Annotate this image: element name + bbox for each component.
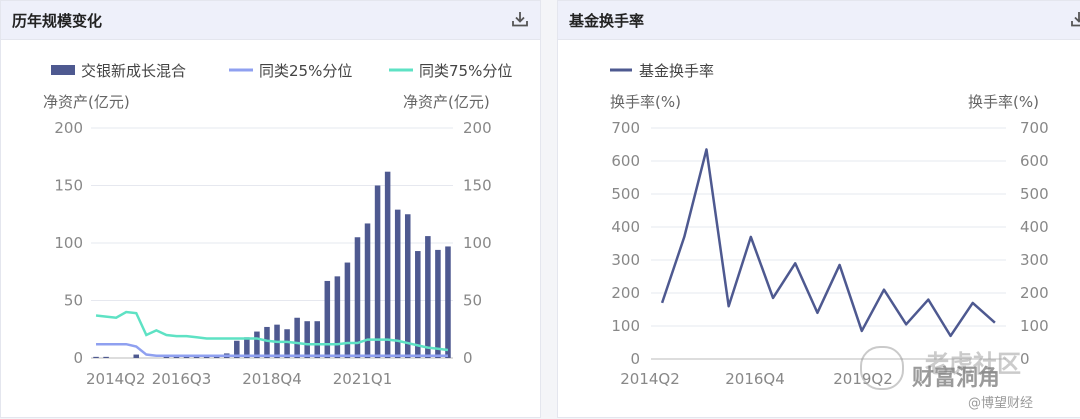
- bar: [425, 236, 431, 358]
- y-tick-left: 400: [611, 218, 640, 236]
- y-tick-right: 400: [1020, 218, 1049, 236]
- y-tick-left: 300: [611, 251, 640, 269]
- right-panel-header: 基金换手率: [558, 1, 1080, 40]
- x-tick: 2014Q2: [620, 370, 680, 388]
- y-tick-left: 50: [64, 292, 83, 310]
- bar: [163, 356, 170, 358]
- y-axis-name-right: 净资产(亿元): [403, 93, 490, 111]
- p25-line: [96, 342, 448, 357]
- right-panel-title: 基金换手率: [569, 12, 645, 30]
- legend-swatch-0: [51, 65, 75, 75]
- y-tick-right: 0: [463, 349, 473, 367]
- bar: [354, 237, 361, 358]
- y-tick-left: 150: [54, 177, 83, 195]
- x-tick: 2016Q3: [152, 370, 212, 388]
- x-tick: 2021Q1: [333, 370, 393, 388]
- bar: [435, 249, 441, 358]
- left-chart-panel: 历年规模变化 交银新成长混合 同类25%分位 同类75%分位净资产(亿元) 净资产(亿…: [0, 0, 541, 418]
- bar: [324, 280, 331, 358]
- y-axis-name-left: 换手率(%): [610, 93, 681, 111]
- y-tick-right: 50: [463, 292, 482, 310]
- turnover-line: [660, 148, 996, 338]
- legend-label-2: 同类75%分位: [419, 62, 512, 80]
- bar: [254, 331, 260, 358]
- bar: [364, 223, 371, 358]
- legend-label-1: 同类25%分位: [259, 62, 352, 80]
- y-tick-right: 200: [1020, 284, 1049, 302]
- y-tick-left: 600: [611, 152, 640, 170]
- bar: [344, 262, 351, 358]
- bar: [244, 337, 250, 358]
- left-panel-header: 历年规模变化: [1, 1, 540, 40]
- y-axis-name-left: 净资产(亿元): [43, 93, 130, 111]
- p75-line: [95, 310, 449, 352]
- bar: [133, 354, 140, 358]
- y-tick-right: 600: [1020, 152, 1049, 170]
- bar: [304, 321, 310, 358]
- y-tick-right: 100: [1020, 317, 1049, 335]
- bar: [415, 251, 421, 358]
- y-tick-right: 300: [1020, 251, 1049, 269]
- bar: [384, 171, 391, 358]
- bar: [334, 276, 341, 358]
- y-tick-right: 0: [1020, 350, 1030, 368]
- y-tick-left: 200: [611, 284, 640, 302]
- wechat-icon: [860, 346, 904, 390]
- y-tick-left: 200: [54, 119, 83, 137]
- y-tick-left: 100: [611, 317, 640, 335]
- watermark-line1: 老虎社区: [925, 350, 1021, 378]
- y-axis-name-right: 换手率(%): [968, 93, 1039, 111]
- download-icon[interactable]: [511, 10, 529, 28]
- watermark-line2: 财富洞角: [912, 366, 1001, 391]
- legend-label-0: 交银新成长混合: [81, 62, 186, 80]
- legend-label: 基金换手率: [639, 62, 714, 80]
- bar: [374, 185, 381, 358]
- bar: [264, 326, 270, 358]
- y-tick-right: 150: [463, 177, 492, 195]
- y-tick-left: 700: [611, 119, 640, 137]
- bar: [445, 246, 451, 358]
- bar: [284, 329, 290, 358]
- bar: [93, 356, 99, 358]
- download-icon[interactable]: [1070, 10, 1080, 28]
- bar: [103, 356, 109, 358]
- y-tick-left: 0: [73, 349, 83, 367]
- y-tick-right: 200: [463, 119, 492, 137]
- y-tick-right: 100: [463, 234, 492, 252]
- bar: [234, 340, 240, 358]
- bar: [394, 209, 401, 358]
- bar: [314, 321, 321, 358]
- watermark-line3: @博望财经: [968, 396, 1034, 411]
- bar: [294, 317, 300, 358]
- right-chart-panel: 基金换手率 基金换手率换手率(%) 换手率(%) 0 0 100 100 200 200 300…: [557, 0, 1080, 418]
- x-tick: 2014Q2: [86, 370, 146, 388]
- y-tick-left: 0: [630, 350, 640, 368]
- left-panel-title: 历年规模变化: [12, 12, 103, 30]
- y-tick-right: 700: [1020, 119, 1049, 137]
- bar: [404, 214, 411, 358]
- y-tick-left: 100: [54, 234, 83, 252]
- x-tick: 2018Q4: [242, 370, 302, 388]
- y-tick-left: 500: [611, 185, 640, 203]
- x-tick: 2016Q4: [725, 370, 785, 388]
- y-tick-right: 500: [1020, 185, 1049, 203]
